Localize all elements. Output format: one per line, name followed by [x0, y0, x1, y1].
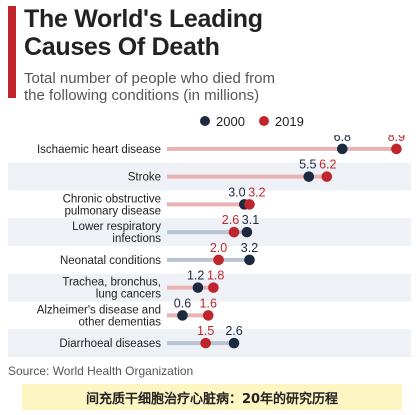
value-label-2019: 8.9: [388, 135, 405, 144]
dot-2000: [244, 254, 255, 266]
subtitle-line-2: the following conditions (in millions): [24, 87, 260, 104]
value-label-2019: 2.0: [210, 241, 227, 255]
category-label: lung cancers: [96, 289, 161, 301]
value-label-2000: 0.6: [174, 296, 191, 310]
dot-2019: [321, 171, 333, 182]
dot-2019: [200, 337, 211, 349]
title-line-2: Causes Of Death: [24, 33, 220, 61]
dot-2019: [213, 254, 224, 266]
dot-2019: [391, 143, 402, 155]
dot-2019: [208, 282, 219, 293]
value-label-2019: 6.2: [319, 158, 336, 172]
title-line-1: The World's Leading: [24, 5, 263, 33]
value-label-2019: 1.6: [200, 296, 217, 310]
dot-2000: [336, 143, 348, 155]
value-label-2019: 3.2: [248, 185, 265, 199]
category-label: other dementias: [79, 316, 162, 328]
value-label-2019: 2.6: [222, 213, 239, 227]
category-label: Lower respiratory: [72, 221, 161, 233]
value-label-2000: 1.2: [187, 269, 204, 283]
value-label-2000: 2.6: [225, 324, 242, 338]
dot-2000: [241, 226, 253, 238]
legend-dot-2019: [258, 116, 269, 126]
chart-subtitle: Total number of people who died from the…: [24, 70, 414, 104]
value-label-2000: 6.8: [334, 135, 351, 144]
dot-2019: [202, 310, 214, 321]
dot-2019: [244, 199, 255, 210]
category-label: Chronic obstructive: [63, 193, 161, 205]
category-label: Alzheimer's disease and: [37, 304, 161, 316]
dot-2000: [303, 171, 315, 182]
dot-2019: [228, 226, 240, 238]
legend-item-2000: 2000: [200, 114, 245, 129]
category-label: pulmonary disease: [64, 205, 161, 217]
category-label: Stroke: [128, 172, 161, 184]
source-note: Source: World Health Organization: [8, 364, 194, 378]
legend-label-2000: 2000: [216, 113, 245, 129]
footer-banner: 间充质干细胞治疗心脏病：20年的研究历程: [22, 384, 402, 410]
legend-dot-2000: [200, 116, 210, 126]
value-label-2000: 3.0: [228, 185, 245, 199]
category-label: Neonatal conditions: [60, 255, 161, 267]
dot-2000: [228, 337, 240, 349]
dot-2000: [192, 282, 204, 293]
legend-item-2019: 2019: [258, 113, 304, 129]
value-label-2000: 3.1: [242, 213, 259, 227]
chart-title: The World's Leading Causes Of Death: [24, 5, 414, 61]
accent-bar: [8, 6, 16, 98]
category-label: infections: [112, 233, 161, 245]
category-label: Ischaemic heart disease: [37, 144, 161, 156]
legend-label-2019: 2019: [274, 113, 304, 129]
category-label: Trachea, bronchus,: [62, 277, 161, 289]
value-label-2000: 5.5: [299, 158, 316, 172]
value-label-2019: 1.8: [207, 269, 224, 283]
value-label-2000: 3.2: [241, 241, 258, 255]
dumbbell-chart: Ischaemic heart disease 6.8 8.9 Stroke 5.5 6.…: [8, 135, 411, 357]
dot-2000: [177, 310, 188, 321]
subtitle-line-1: Total number of people who died from: [24, 70, 275, 87]
value-label-2019: 1.5: [197, 324, 214, 338]
category-label: Diarrhoeal diseases: [59, 338, 161, 350]
chart-legend: 2000 2019: [200, 113, 318, 129]
